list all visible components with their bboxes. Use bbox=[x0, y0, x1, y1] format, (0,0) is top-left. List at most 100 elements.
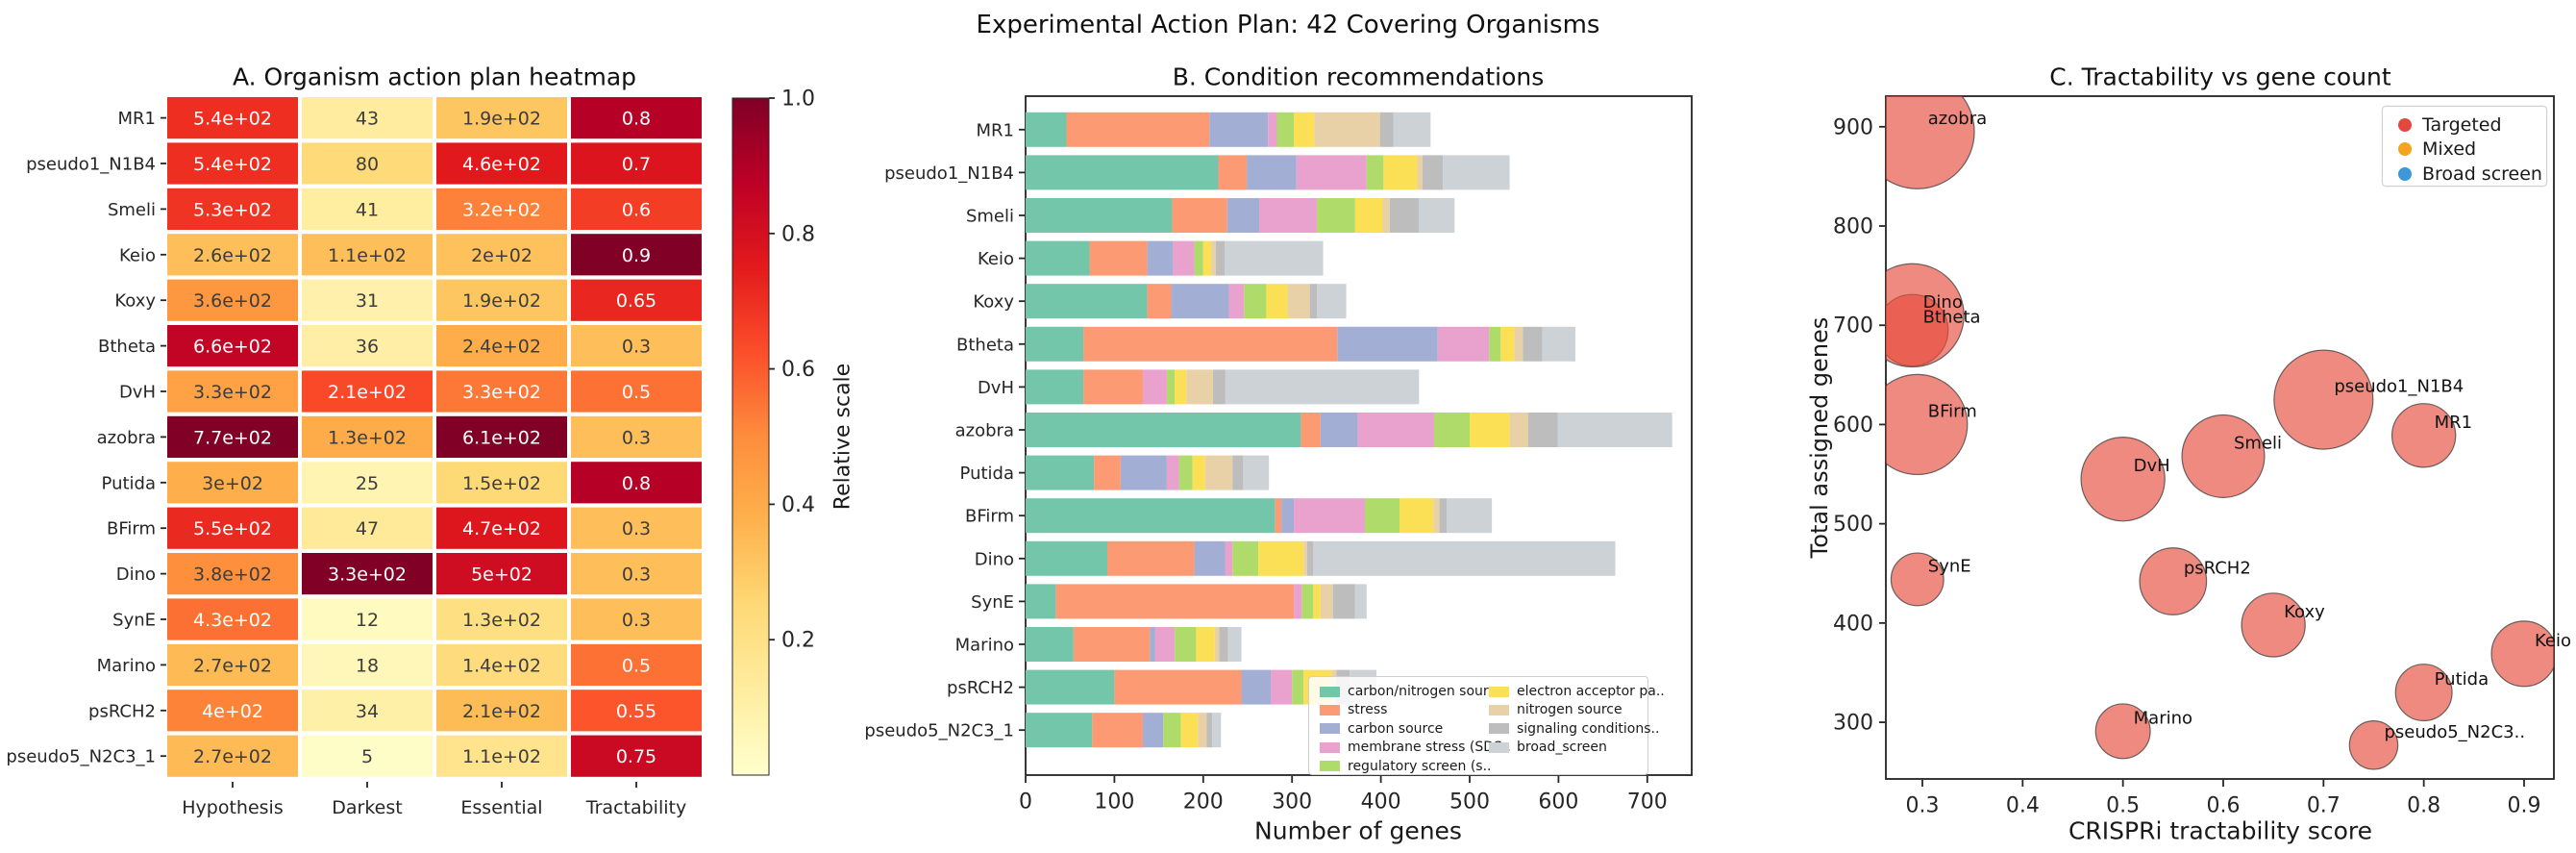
y-tick-label: 900 bbox=[1833, 115, 1873, 139]
heatmap-cell-value: 2.4e+02 bbox=[462, 337, 541, 358]
y-tick-label: 400 bbox=[1833, 612, 1873, 636]
heatmap-cell bbox=[167, 462, 298, 504]
bar-segment bbox=[1317, 197, 1355, 233]
bar-segment bbox=[1026, 713, 1093, 748]
x-tick-label: 0.7 bbox=[2307, 794, 2341, 818]
heatmap-cell bbox=[302, 188, 433, 230]
bar-segment bbox=[1268, 112, 1277, 147]
bar-segment bbox=[1382, 197, 1390, 233]
legend-label: membrane stress (SDS.. bbox=[1348, 740, 1511, 756]
bar-segment bbox=[1173, 240, 1195, 276]
heatmap-cell bbox=[436, 690, 567, 732]
heatmap-row-label: Marino bbox=[97, 656, 156, 676]
heatmap: 5.4e+02 43 1.9e+02 0.8 MR1 5.4e+02 80 4.6e+02 0.… bbox=[6, 88, 815, 819]
bubble-pseudo1-n1b4 bbox=[2273, 349, 2374, 450]
bar-segment bbox=[1206, 713, 1213, 748]
heatmap-cell-value: 0.6 bbox=[622, 199, 651, 220]
legend-entry: electron acceptor pa.. bbox=[1489, 684, 1665, 699]
bar-segment bbox=[1175, 369, 1187, 405]
bar-segment bbox=[1389, 197, 1420, 233]
figure-title: Experimental Action Plan: 42 Covering Or… bbox=[976, 11, 1600, 39]
bar-segment bbox=[1194, 540, 1226, 576]
bar-segment bbox=[1026, 412, 1301, 447]
bar-segment bbox=[1225, 540, 1233, 576]
heatmap-cell bbox=[571, 690, 702, 732]
x-tick-label: 0.4 bbox=[2006, 794, 2040, 818]
heatmap-cell-value: 47 bbox=[356, 518, 379, 539]
legend-swatch bbox=[1489, 723, 1509, 735]
bar-segment bbox=[1313, 584, 1321, 619]
heatmap-cell-value: 1.1e+02 bbox=[462, 746, 541, 767]
bar-segment bbox=[1509, 412, 1528, 447]
heatmap-cell-value: 3.8e+02 bbox=[193, 564, 272, 586]
heatmap-row-label: DvH bbox=[119, 383, 156, 403]
stacked-bar-chart: MR1 pseudo1_N1B4 Smeli Keio Koxy Btheta DvH azo… bbox=[864, 95, 1693, 815]
bar-segment bbox=[1296, 155, 1367, 190]
bar-segment bbox=[1241, 669, 1272, 705]
colorbar-tick-label: 0.8 bbox=[781, 222, 815, 246]
heatmap-cell-value: 0.3 bbox=[622, 610, 651, 631]
panel-b-x-axis-label: Number of genes bbox=[1254, 816, 1462, 845]
legend-entry: regulatory screen (s.. bbox=[1320, 759, 1491, 774]
bar-segment bbox=[1073, 626, 1151, 662]
bar-segment bbox=[1178, 455, 1193, 490]
bar-category-label: Dino bbox=[975, 549, 1014, 569]
bubble-dino bbox=[1886, 263, 1965, 368]
bar-segment bbox=[1147, 284, 1172, 319]
bar-segment bbox=[1419, 197, 1455, 233]
bubble-label: Marino bbox=[2134, 708, 2192, 728]
heatmap-cell bbox=[167, 553, 298, 595]
bar-segment bbox=[1163, 713, 1181, 748]
bar-segment bbox=[1271, 669, 1293, 705]
bar-category-label: DvH bbox=[978, 378, 1014, 398]
bar-segment bbox=[1202, 240, 1212, 276]
heatmap-cell-value: 2e+02 bbox=[471, 245, 533, 266]
bubble-label: MR1 bbox=[2435, 413, 2473, 433]
heatmap-cell-value: 0.3 bbox=[622, 518, 651, 539]
bar-segment bbox=[1354, 584, 1367, 619]
heatmap-cell-value: 2.7e+02 bbox=[193, 746, 272, 767]
heatmap-cell-value: 18 bbox=[356, 655, 379, 676]
y-tick-label: 700 bbox=[1833, 314, 1873, 339]
legend-label: electron acceptor pa.. bbox=[1517, 684, 1665, 699]
bar-segment bbox=[1026, 197, 1173, 233]
y-tick-label: 600 bbox=[1833, 414, 1873, 438]
bar-segment bbox=[1294, 112, 1315, 147]
legend-marker bbox=[2398, 166, 2412, 181]
heatmap-cell bbox=[571, 735, 702, 777]
heatmap-cell-value: 0.9 bbox=[622, 245, 651, 266]
legend-label: Targeted bbox=[2422, 114, 2502, 136]
panel-c-title: C. Tractability vs gene count bbox=[2049, 63, 2391, 91]
heatmap-cell-value: 12 bbox=[356, 610, 379, 631]
bar-segment bbox=[1332, 584, 1355, 619]
bar-segment bbox=[1227, 626, 1242, 662]
legend-label: regulatory screen (s.. bbox=[1348, 758, 1492, 774]
legend-swatch bbox=[1320, 704, 1340, 715]
bar-segment bbox=[1439, 498, 1447, 534]
bar-segment bbox=[1089, 240, 1148, 276]
bar-segment bbox=[1225, 369, 1420, 405]
heatmap-cell bbox=[302, 234, 433, 276]
bar-segment bbox=[1212, 369, 1226, 405]
heatmap-cell-value: 3.3e+02 bbox=[328, 564, 407, 586]
legend-label: carbon/nitrogen sour.. bbox=[1348, 684, 1497, 699]
bar-category-label: Koxy bbox=[973, 292, 1014, 313]
legend-swatch bbox=[1320, 741, 1340, 753]
heatmap-cell-value: 0.5 bbox=[622, 382, 651, 403]
bar-segment bbox=[1194, 240, 1203, 276]
bar-segment bbox=[1500, 326, 1515, 362]
heatmap-cell bbox=[167, 279, 298, 321]
heatmap-cell-value: 3.3e+02 bbox=[193, 382, 272, 403]
bar-segment bbox=[1142, 713, 1164, 748]
heatmap-cell bbox=[571, 188, 702, 230]
bar-segment bbox=[1281, 498, 1295, 534]
screen-type-legend: Targeted Mixed Broad screen bbox=[2382, 106, 2547, 187]
heatmap-cell bbox=[167, 325, 298, 367]
bar-segment bbox=[1527, 412, 1558, 447]
heatmap-cell bbox=[167, 735, 298, 777]
heatmap-cell bbox=[436, 462, 567, 504]
bar-segment bbox=[1423, 155, 1444, 190]
bar-segment bbox=[1026, 112, 1067, 147]
